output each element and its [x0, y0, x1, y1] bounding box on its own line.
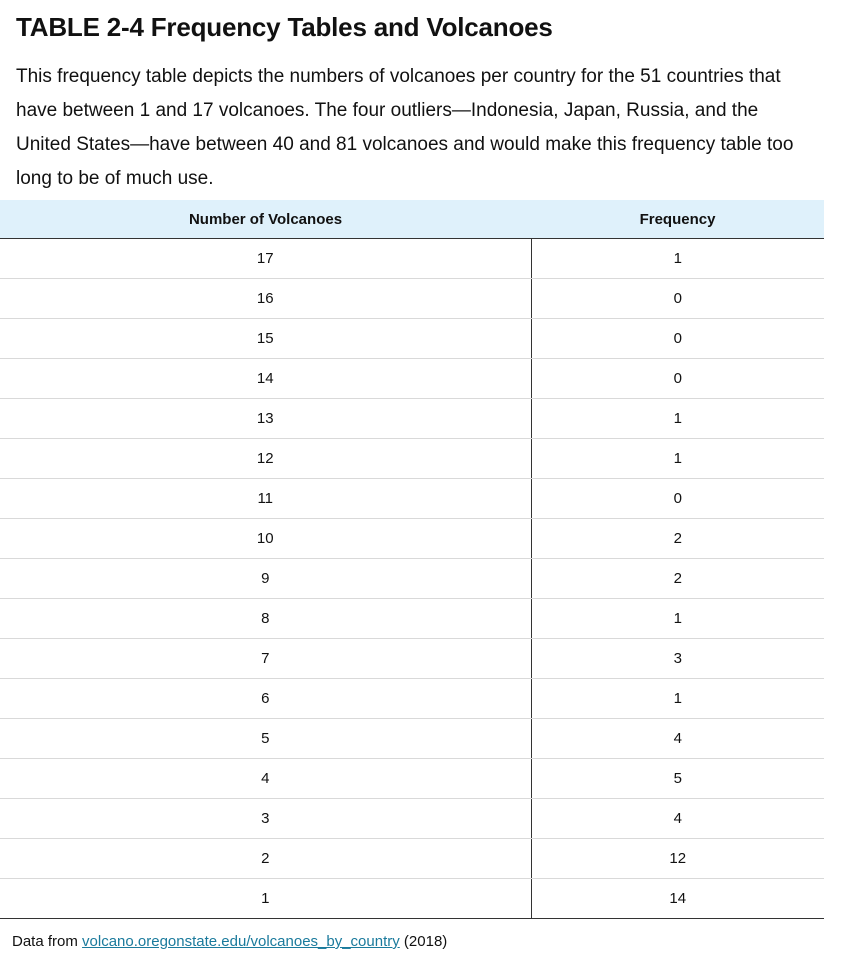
cell-number-of-volcanoes: 3 [0, 798, 532, 839]
cell-number-of-volcanoes: 6 [0, 678, 532, 719]
cell-number-of-volcanoes: 17 [0, 238, 532, 279]
table-row: 12 1 [0, 438, 824, 479]
table-title: TABLE 2-4 Frequency Tables and Volcanoes [16, 12, 553, 42]
cell-number-of-volcanoes: 5 [0, 718, 532, 759]
cell-number-of-volcanoes: 12 [0, 438, 532, 479]
cell-number-of-volcanoes: 11 [0, 478, 532, 519]
cell-frequency: 5 [531, 758, 824, 799]
source-suffix: (2018) [399, 933, 448, 950]
table-row: 16 0 [0, 278, 824, 319]
cell-number-of-volcanoes: 8 [0, 598, 532, 639]
cell-number-of-volcanoes: 15 [0, 318, 532, 359]
table-header: Number of Volcanoes Frequency [0, 200, 824, 239]
cell-frequency: 3 [531, 638, 824, 679]
header-frequency: Frequency [531, 200, 824, 239]
cell-frequency: 0 [531, 358, 824, 399]
cell-frequency: 0 [531, 278, 824, 319]
cell-number-of-volcanoes: 14 [0, 358, 532, 399]
table-row: 1 14 [0, 878, 824, 919]
cell-number-of-volcanoes: 9 [0, 558, 532, 599]
frequency-table-container: Number of Volcanoes Frequency 17 1 16 0 15 0 1… [0, 200, 824, 919]
cell-frequency: 1 [531, 438, 824, 479]
table-row: 11 0 [0, 478, 824, 519]
cell-number-of-volcanoes: 13 [0, 398, 532, 439]
table-row: 17 1 [0, 238, 824, 279]
cell-frequency: 2 [531, 518, 824, 559]
table-row: 14 0 [0, 358, 824, 399]
cell-number-of-volcanoes: 16 [0, 278, 532, 319]
cell-number-of-volcanoes: 7 [0, 638, 532, 679]
table-caption: This frequency table depicts the numbers… [16, 66, 794, 189]
cell-frequency: 4 [531, 718, 824, 759]
frequency-table: Number of Volcanoes Frequency 17 1 16 0 15 0 1… [0, 200, 824, 919]
cell-frequency: 1 [531, 598, 824, 639]
cell-frequency: 0 [531, 478, 824, 519]
cell-frequency: 2 [531, 558, 824, 599]
source-prefix: Data from [12, 933, 83, 950]
cell-frequency: 14 [531, 878, 824, 919]
cell-frequency: 4 [531, 798, 824, 839]
table-row: 2 12 [0, 838, 824, 879]
cell-number-of-volcanoes: 2 [0, 838, 532, 879]
cell-frequency: 1 [531, 238, 824, 279]
source-note: Data from volcano.oregonstate.edu/volcan… [12, 930, 447, 954]
cell-frequency: 0 [531, 318, 824, 359]
table-row: 15 0 [0, 318, 824, 359]
header-number-of-volcanoes: Number of Volcanoes [0, 200, 531, 239]
cell-frequency: 1 [531, 398, 824, 439]
header-row: Number of Volcanoes Frequency [0, 200, 824, 239]
cell-frequency: 1 [531, 678, 824, 719]
cell-number-of-volcanoes: 4 [0, 758, 532, 799]
source-link[interactable]: volcano.oregonstate.edu/volcanoes_by_cou… [82, 933, 400, 950]
cell-number-of-volcanoes: 1 [0, 878, 532, 919]
cell-number-of-volcanoes: 10 [0, 518, 532, 559]
table-row: 10 2 [0, 518, 824, 559]
table-body: 17 1 16 0 15 0 14 0 13 1 12 1 11 0 10 2 9 2 8 1 7 3 6 1 5 4 4 5 3 4 2 1… [0, 238, 824, 919]
table-row: 13 1 [0, 398, 824, 439]
cell-frequency: 12 [531, 838, 824, 879]
